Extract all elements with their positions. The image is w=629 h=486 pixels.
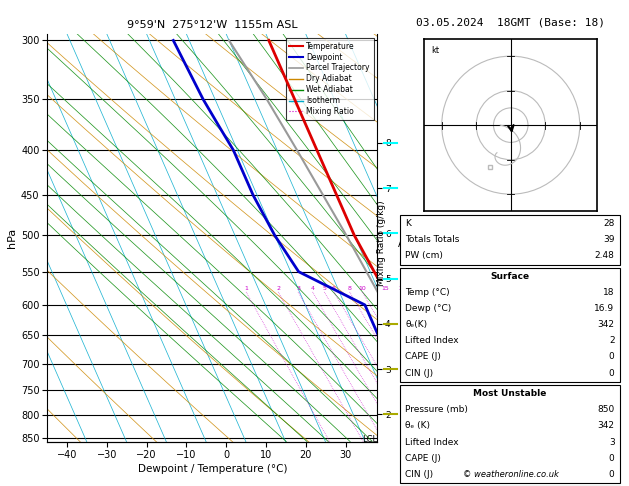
- Text: Totals Totals: Totals Totals: [405, 235, 459, 244]
- Text: θₑ(K): θₑ(K): [405, 320, 427, 330]
- Text: 342: 342: [598, 320, 615, 330]
- Text: 16.9: 16.9: [594, 304, 615, 313]
- Text: PW (cm): PW (cm): [405, 251, 443, 260]
- Text: 25: 25: [412, 286, 420, 291]
- Text: 3: 3: [609, 437, 615, 447]
- Text: 3: 3: [296, 286, 300, 291]
- Text: CAPE (J): CAPE (J): [405, 352, 441, 362]
- Text: 39: 39: [603, 235, 615, 244]
- Text: 2: 2: [609, 336, 615, 346]
- Y-axis label: hPa: hPa: [7, 228, 17, 248]
- Text: 18: 18: [603, 288, 615, 297]
- Text: CAPE (J): CAPE (J): [405, 453, 441, 463]
- Text: kt: kt: [431, 46, 440, 55]
- Text: © weatheronline.co.uk: © weatheronline.co.uk: [463, 469, 559, 479]
- Text: CIN (J): CIN (J): [405, 469, 433, 479]
- Title: 9°59'N  275°12'W  1155m ASL: 9°59'N 275°12'W 1155m ASL: [127, 20, 298, 31]
- Text: 03.05.2024  18GMT (Base: 18): 03.05.2024 18GMT (Base: 18): [416, 17, 605, 27]
- Text: 5: 5: [322, 286, 326, 291]
- Text: 0: 0: [609, 368, 615, 378]
- Text: 0: 0: [609, 453, 615, 463]
- Text: 2: 2: [276, 286, 280, 291]
- Text: 8: 8: [348, 286, 352, 291]
- Text: Surface: Surface: [490, 272, 530, 281]
- Text: Pressure (mb): Pressure (mb): [405, 405, 468, 415]
- Text: LCL: LCL: [362, 434, 377, 444]
- Text: 20: 20: [399, 286, 406, 291]
- Text: Lifted Index: Lifted Index: [405, 336, 459, 346]
- Text: 342: 342: [598, 421, 615, 431]
- Text: K: K: [405, 219, 411, 228]
- Text: Most Unstable: Most Unstable: [473, 389, 547, 399]
- Text: 2.48: 2.48: [594, 251, 615, 260]
- Text: 4: 4: [311, 286, 314, 291]
- Text: 0: 0: [609, 469, 615, 479]
- Text: Mixing Ratio (g/kg): Mixing Ratio (g/kg): [377, 200, 386, 286]
- Text: 28: 28: [603, 219, 615, 228]
- Text: Lifted Index: Lifted Index: [405, 437, 459, 447]
- Text: Dewp (°C): Dewp (°C): [405, 304, 452, 313]
- Text: Temp (°C): Temp (°C): [405, 288, 450, 297]
- Text: 6: 6: [332, 286, 336, 291]
- Text: 10: 10: [359, 286, 366, 291]
- Text: θₑ (K): θₑ (K): [405, 421, 430, 431]
- Text: 0: 0: [609, 352, 615, 362]
- X-axis label: Dewpoint / Temperature (°C): Dewpoint / Temperature (°C): [138, 464, 287, 474]
- Text: 850: 850: [598, 405, 615, 415]
- Text: 1: 1: [244, 286, 248, 291]
- Legend: Temperature, Dewpoint, Parcel Trajectory, Dry Adiabat, Wet Adiabat, Isotherm, Mi: Temperature, Dewpoint, Parcel Trajectory…: [286, 38, 374, 120]
- Text: CIN (J): CIN (J): [405, 368, 433, 378]
- Y-axis label: km
ASL: km ASL: [398, 227, 416, 249]
- Text: 15: 15: [382, 286, 389, 291]
